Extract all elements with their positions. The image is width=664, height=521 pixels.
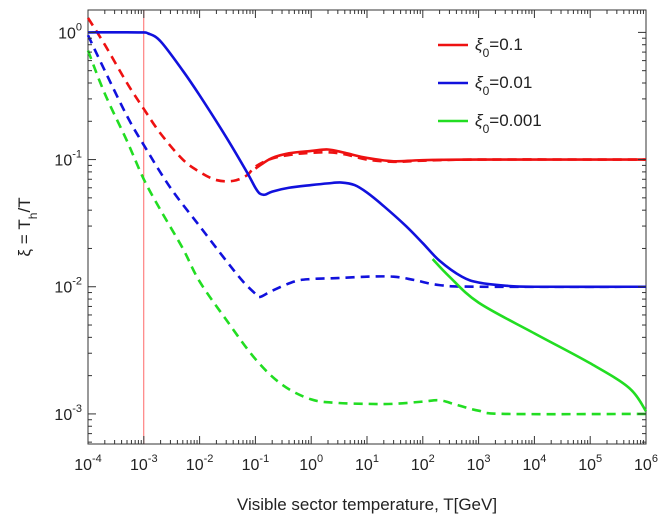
- x-tick-label: 100: [299, 453, 323, 474]
- x-tick-label: 105: [578, 453, 602, 474]
- legend-label: ξ0=0.001: [475, 111, 542, 136]
- series-00-1-dashed: [86, 17, 647, 183]
- x-tick-label: 104: [522, 453, 546, 474]
- x-tick-label: 10-3: [130, 453, 158, 474]
- x-tick-label: 10-2: [186, 453, 214, 474]
- x-tick-label: 103: [467, 453, 491, 474]
- y-tick-label: 100: [58, 21, 82, 42]
- x-tick-label: 10-1: [242, 453, 270, 474]
- x-axis-title: Visible sector temperature, T[GeV]: [237, 495, 497, 514]
- x-tick-label: 10-4: [74, 453, 102, 474]
- legend-label: ξ0=0.01: [475, 73, 532, 98]
- x-tick-label: 102: [411, 453, 435, 474]
- series-00-001-solid: [431, 258, 648, 412]
- legend-label: ξ0=0.1: [475, 35, 523, 60]
- y-tick-label: 10-2: [54, 276, 82, 297]
- x-tick-label: 106: [634, 453, 658, 474]
- series-layer: [86, 10, 648, 444]
- y-tick-label: 10-3: [54, 403, 82, 424]
- series-00-01-dashed: [86, 34, 647, 299]
- y-tick-label: 10-1: [54, 149, 82, 170]
- y-axis-title: ξ = Th/T: [15, 197, 40, 256]
- legend: ξ0=0.1 ξ0=0.01 ξ0=0.001: [438, 35, 542, 136]
- ticks-layer: 10-4 10-3 10-2 10-1 100 101 102 103 104 105 106 100…: [54, 10, 658, 474]
- series-00-01-solid: [87, 31, 647, 289]
- series-00-001-dashed: [86, 50, 647, 416]
- x-tick-label: 101: [355, 453, 379, 474]
